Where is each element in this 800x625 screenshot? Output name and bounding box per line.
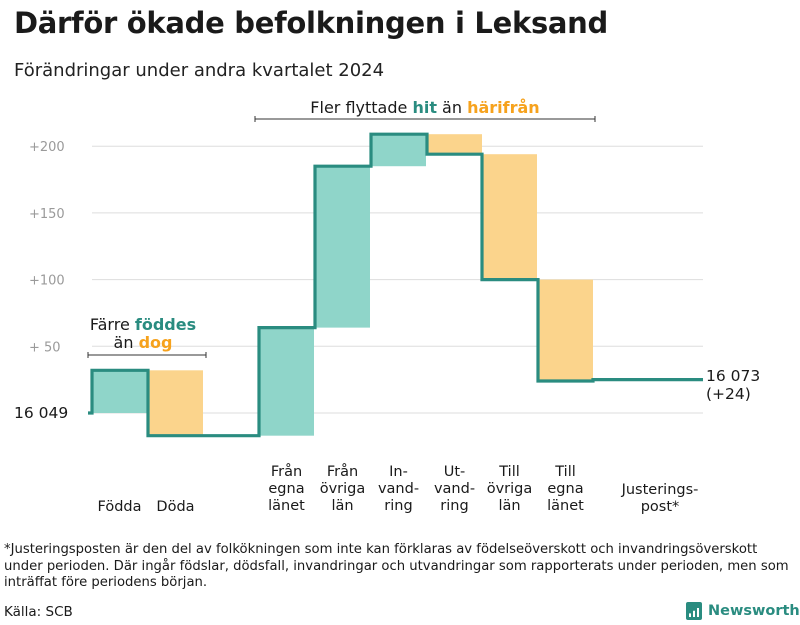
- x-tick-label: Från: [327, 463, 358, 480]
- annotation-text: dog: [139, 333, 173, 352]
- end-change-label: (+24): [706, 385, 751, 403]
- waterfall-chart: + 50+100+150+200 Födda DödaFrånegnalänetF…: [14, 98, 760, 515]
- annotation-line: Fler flyttade hit än härifrån: [310, 98, 539, 117]
- x-tick-label: länet: [268, 498, 305, 514]
- x-tick-label: Ut-: [444, 464, 466, 480]
- x-tick-label: In-: [389, 464, 408, 480]
- x-tick-labels: Födda DödaFrånegnalänetFrånövrigalänIn-va…: [98, 463, 699, 515]
- end-value-label: 16 073: [706, 367, 760, 385]
- x-tick-label: Till: [498, 464, 520, 480]
- x-tick-label: Justerings-: [621, 482, 699, 498]
- bar-chart-icon: [686, 602, 702, 620]
- bar-immigration: [371, 134, 426, 167]
- annotation-text: än: [114, 333, 139, 352]
- cumulative-step-line: [88, 132, 703, 438]
- x-tick-label: län: [498, 498, 520, 514]
- x-tick-label: egna: [268, 481, 304, 497]
- x-tick-label: län: [331, 498, 353, 514]
- footnote: *Justeringsposten är den del av folkökni…: [4, 542, 789, 590]
- chart-title: Därför ökade befolkningen i Leksand: [14, 6, 608, 40]
- x-tick-label: vand-: [434, 481, 475, 497]
- brand-logo: Newsworthy: [686, 602, 800, 620]
- bar-from-same-county: [259, 327, 314, 436]
- x-tick-label: övriga: [320, 481, 366, 497]
- bar-emigration: [427, 134, 482, 155]
- x-tick-label: ring: [384, 498, 412, 514]
- brand-name: Newsworthy: [708, 603, 800, 619]
- chart-subtitle: Förändringar under andra kvartalet 2024: [14, 60, 385, 81]
- x-tick-label: övriga: [487, 481, 533, 497]
- x-tick-label: Födda: [98, 499, 142, 515]
- x-tick-label: post*: [641, 499, 680, 515]
- x-tick-label: Döda: [156, 499, 194, 515]
- x-tick-label: vand-: [378, 481, 419, 497]
- bar-to-other-county: [482, 154, 537, 280]
- x-tick-label: Till: [554, 464, 576, 480]
- annotation-text: hit: [412, 98, 437, 117]
- annotation-text: än: [437, 98, 467, 117]
- baseline-label: 16 049: [14, 404, 68, 422]
- y-tick-label: +100: [29, 274, 65, 289]
- x-tick-label: Från: [271, 463, 302, 480]
- bars: [92, 134, 593, 436]
- x-tick-label: egna: [547, 481, 583, 497]
- source-label: Källa: SCB: [4, 604, 73, 620]
- annotation-text: Fler flyttade: [310, 98, 412, 117]
- y-tick-label: + 50: [29, 340, 61, 355]
- x-tick-label: ring: [440, 498, 468, 514]
- annotation-text: Färre: [90, 315, 135, 334]
- annotation-line: Färre föddes: [90, 315, 196, 334]
- annotation-text: föddes: [135, 315, 196, 334]
- y-tick-labels: + 50 +100 +150 +200: [29, 140, 65, 355]
- bar-died: [148, 370, 203, 436]
- bar-born: [92, 370, 147, 413]
- y-tick-label: +150: [29, 207, 65, 222]
- y-tick-label: +200: [29, 140, 65, 155]
- bar-to-same-county: [538, 279, 593, 381]
- annotation-text: härifrån: [467, 98, 540, 117]
- x-tick-label: länet: [547, 498, 584, 514]
- bar-from-other-county: [315, 166, 370, 328]
- annotation-line: än dog: [114, 333, 173, 352]
